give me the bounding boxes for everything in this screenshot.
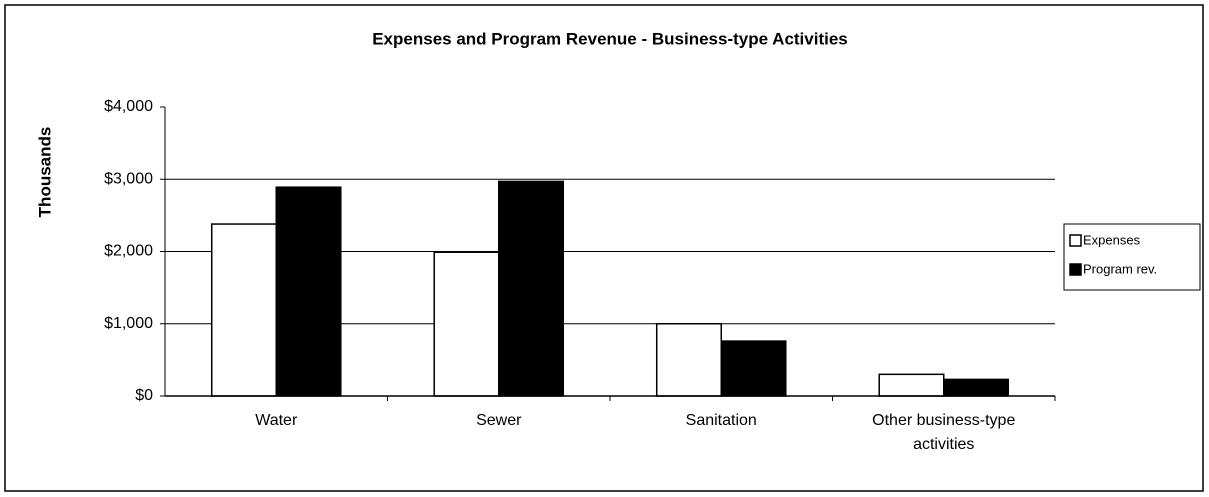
- bar: [655, 323, 722, 397]
- x-tick-label: Sewer: [476, 412, 522, 429]
- y-tick-label: $3,000: [104, 170, 153, 187]
- bar: [498, 180, 565, 397]
- legend-label: Program rev.: [1083, 261, 1157, 276]
- x-tick-label: Sanitation: [686, 412, 757, 429]
- legend-box: [1063, 223, 1201, 291]
- legend-swatch: [1069, 234, 1082, 247]
- y-axis-label: Thousands: [35, 127, 54, 218]
- bar: [433, 251, 500, 397]
- bar: [720, 340, 787, 397]
- legend-label: Expenses: [1083, 232, 1141, 247]
- bar: [210, 223, 278, 397]
- legend-swatch: [1069, 263, 1082, 276]
- y-tick-label: $0: [135, 387, 153, 404]
- y-tick-label: $4,000: [104, 98, 153, 115]
- y-tick-label: $2,000: [104, 243, 153, 260]
- bar: [943, 378, 1010, 397]
- y-tick-label: $1,000: [104, 315, 153, 332]
- bar: [275, 186, 342, 397]
- chart-border: [4, 4, 1204, 492]
- chart-title: Expenses and Program Revenue - Business-…: [372, 29, 848, 48]
- bar: [878, 373, 945, 397]
- x-tick-label: Water: [255, 412, 298, 429]
- x-tick-label: Other business-type activities: [872, 412, 1015, 453]
